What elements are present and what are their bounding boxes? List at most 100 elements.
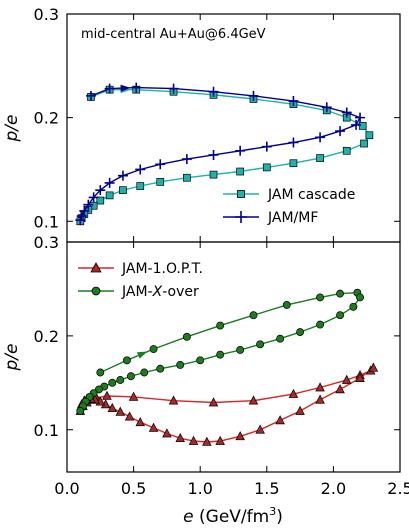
data-point (95, 385, 103, 394)
data-point (215, 435, 225, 445)
y-tick-label: 0.1 (34, 421, 59, 440)
data-point (335, 384, 345, 394)
x-tick-label: 2.5 (387, 479, 409, 498)
top-annotation: mid-central Au+Au@6.4GeV (81, 27, 266, 42)
series-jam-x-over (76, 288, 364, 415)
y-tick-label: 0.1 (34, 212, 59, 231)
x-tick-label: 2.0 (321, 479, 346, 498)
y-tick-label: 0.2 (34, 109, 59, 128)
data-point (135, 164, 146, 175)
data-point (296, 328, 305, 337)
legend-item-jam-cascade: JAM cascade (223, 187, 355, 203)
data-point (255, 424, 265, 434)
y-tick-label: 0.2 (34, 327, 59, 346)
data-point (104, 177, 115, 188)
direction-arrow (120, 84, 131, 92)
data-point (248, 395, 259, 405)
data-point (341, 107, 352, 118)
legend-label-jam-mf: JAM/MF (267, 210, 318, 226)
data-point (102, 390, 112, 400)
data-point (216, 350, 225, 359)
data-point (149, 345, 158, 353)
data-point (140, 368, 149, 377)
data-point (288, 96, 299, 107)
data-point (321, 102, 332, 113)
direction-arrow (136, 351, 148, 359)
data-point (208, 149, 219, 160)
data-point (107, 402, 118, 413)
data-point (216, 321, 225, 330)
data-point (335, 126, 346, 137)
data-point (208, 86, 219, 97)
bottom-panel: 0.0 0.5 1.0 1.5 2.0 2.5 0.1 0.2 0.3 p/e JAM-1.O.… (2, 233, 409, 527)
data-point (365, 131, 374, 140)
data-point (336, 289, 345, 298)
data-point (358, 122, 367, 130)
data-point (131, 82, 142, 93)
data-point (88, 192, 99, 203)
legend-item-jam-1opt: JAM-1.O.P.T. (78, 261, 203, 277)
x-tick-label: 0.5 (121, 479, 146, 498)
data-point (104, 83, 115, 94)
x-tick-label: 1.0 (187, 479, 212, 498)
data-point (175, 432, 185, 443)
data-point (315, 382, 325, 392)
data-point (336, 311, 345, 320)
data-point (202, 436, 212, 446)
data-point (105, 191, 114, 200)
data-point (126, 372, 135, 381)
data-point (256, 340, 265, 349)
data-point (316, 154, 324, 162)
data-point (116, 376, 125, 384)
bottom-y-axis-label: p/e (2, 344, 22, 372)
data-point (355, 372, 365, 382)
data-point (276, 334, 285, 343)
data-point (355, 112, 366, 123)
data-point (288, 388, 299, 398)
data-point (183, 173, 191, 182)
data-point (155, 159, 166, 170)
x-tick-label: 0.0 (54, 479, 79, 498)
data-point (236, 346, 245, 354)
data-point (356, 293, 364, 302)
data-point (119, 186, 127, 195)
data-point (108, 378, 117, 387)
series-jam-mf (75, 82, 366, 226)
data-point (235, 145, 246, 156)
bottom-legend: JAM-1.O.P.T. JAM-X-over (78, 261, 203, 300)
data-point (282, 300, 291, 309)
legend-label-jam-x-over: JAM-X-over (121, 284, 199, 300)
data-point (128, 391, 139, 401)
data-point (136, 182, 145, 190)
data-point (295, 405, 305, 415)
data-point (351, 119, 362, 130)
data-point (261, 141, 272, 152)
data-point (156, 364, 165, 373)
data-point (168, 395, 179, 405)
data-point (85, 90, 96, 101)
top-y-axis-label: p/e (2, 115, 22, 143)
data-point (122, 356, 131, 365)
data-point (124, 411, 135, 421)
data-point (168, 83, 179, 94)
data-point (341, 374, 352, 384)
data-point (176, 361, 185, 369)
legend-label-jam-1opt: JAM-1.O.P.T. (121, 261, 203, 277)
data-point (342, 146, 351, 155)
data-point (368, 362, 379, 372)
data-point (208, 397, 219, 407)
series-line (79, 86, 361, 221)
data-point (75, 215, 86, 226)
data-point (79, 205, 90, 216)
data-point (95, 185, 106, 196)
data-point (235, 431, 245, 441)
data-point (76, 407, 85, 415)
data-point (181, 154, 192, 165)
data-point (188, 435, 199, 445)
data-point (349, 302, 358, 311)
data-point (289, 159, 298, 168)
data-point (249, 311, 258, 320)
data-point (316, 320, 325, 329)
data-point (209, 170, 218, 179)
